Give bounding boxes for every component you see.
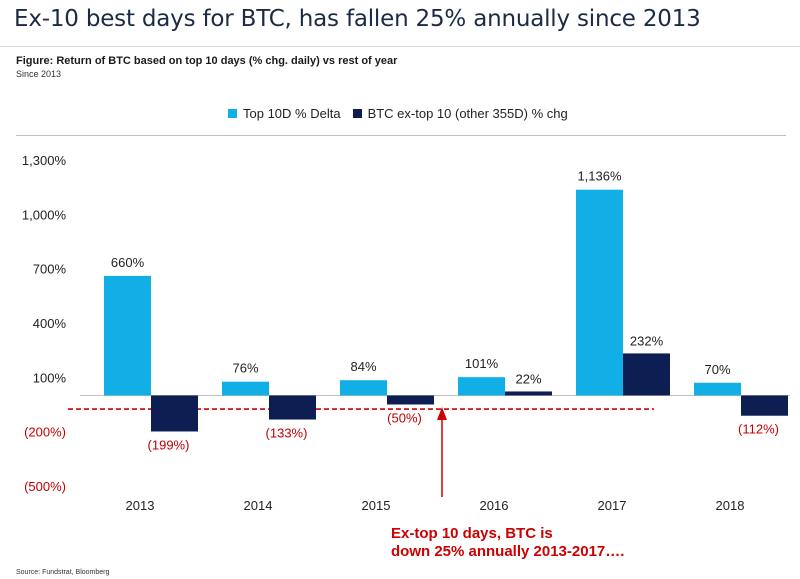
figure-title: Figure: Return of BTC based on top 10 da… (16, 55, 398, 67)
bar-series1-2013 (104, 275, 151, 396)
y-tick-label: (200%) (24, 425, 66, 440)
headline: Ex-10 best days for BTC, has fallen 25% … (14, 6, 701, 32)
bar-series2-2018 (741, 395, 788, 416)
y-tick-label: 700% (33, 262, 67, 277)
legend-item-series1: Top 10D % Delta (228, 106, 341, 121)
bar-series1-2017 (576, 189, 623, 396)
y-tick-label: 100% (33, 370, 67, 385)
legend: Top 10D % Delta BTC ex-top 10 (other 355… (228, 106, 568, 121)
y-tick-label: (500%) (24, 479, 66, 494)
y-tick-label: 400% (33, 316, 67, 331)
data-label-series1-2015: 84% (350, 359, 376, 374)
data-label-series1-2016: 101% (465, 356, 499, 371)
header-rule (0, 46, 800, 47)
x-tick-label: 2013 (126, 498, 155, 513)
annotation-line-1: Ex-top 10 days, BTC is (391, 525, 553, 542)
legend-label-series1: Top 10D % Delta (243, 106, 341, 121)
bar-series1-2016 (458, 377, 505, 396)
source-note: Source: Fundstrat, Bloomberg (16, 569, 110, 576)
legend-swatch-series2 (352, 109, 362, 118)
annotation-line-2: down 25% annually 2013-2017…. (391, 543, 624, 560)
bar-series1-2018 (694, 382, 741, 396)
annotation-arrow-head (437, 407, 447, 420)
figure-subtitle: Since 2013 (16, 69, 62, 79)
y-tick-label: 1,300% (22, 153, 67, 168)
x-tick-label: 2014 (244, 498, 273, 513)
legend-separator (16, 135, 786, 136)
bar-series1-2015 (340, 380, 387, 396)
x-tick-label: 2017 (598, 498, 627, 513)
y-tick-label: 1,000% (22, 207, 67, 222)
data-label-series1-2018: 70% (704, 362, 730, 377)
data-label-series2-2018: (112%) (738, 422, 779, 437)
data-label-series2-2014: (133%) (266, 426, 308, 441)
bar-series2-2015 (387, 395, 434, 405)
legend-swatch-series1 (228, 109, 237, 118)
x-tick-label: 2016 (480, 498, 509, 513)
bar-series2-2014 (269, 395, 316, 420)
data-label-series1-2017: 1,136% (577, 169, 622, 184)
data-label-series1-2013: 660% (111, 255, 145, 270)
data-label-series2-2013: (199%) (148, 437, 190, 452)
bar-series2-2013 (151, 395, 198, 432)
bar-series2-2016 (505, 391, 552, 396)
data-label-series1-2014: 76% (232, 361, 258, 376)
data-label-series2-2017: 232% (630, 333, 664, 348)
x-tick-label: 2018 (716, 498, 745, 513)
bar-series2-2017 (623, 353, 670, 396)
legend-item-series2: BTC ex-top 10 (other 355D) % chg (352, 106, 568, 121)
data-label-series2-2016: 22% (515, 371, 541, 386)
data-label-series2-2015: (50%) (387, 411, 422, 426)
x-tick-label: 2015 (362, 498, 391, 513)
bar-series1-2014 (222, 381, 269, 396)
legend-label-series2: BTC ex-top 10 (other 355D) % chg (367, 106, 568, 121)
